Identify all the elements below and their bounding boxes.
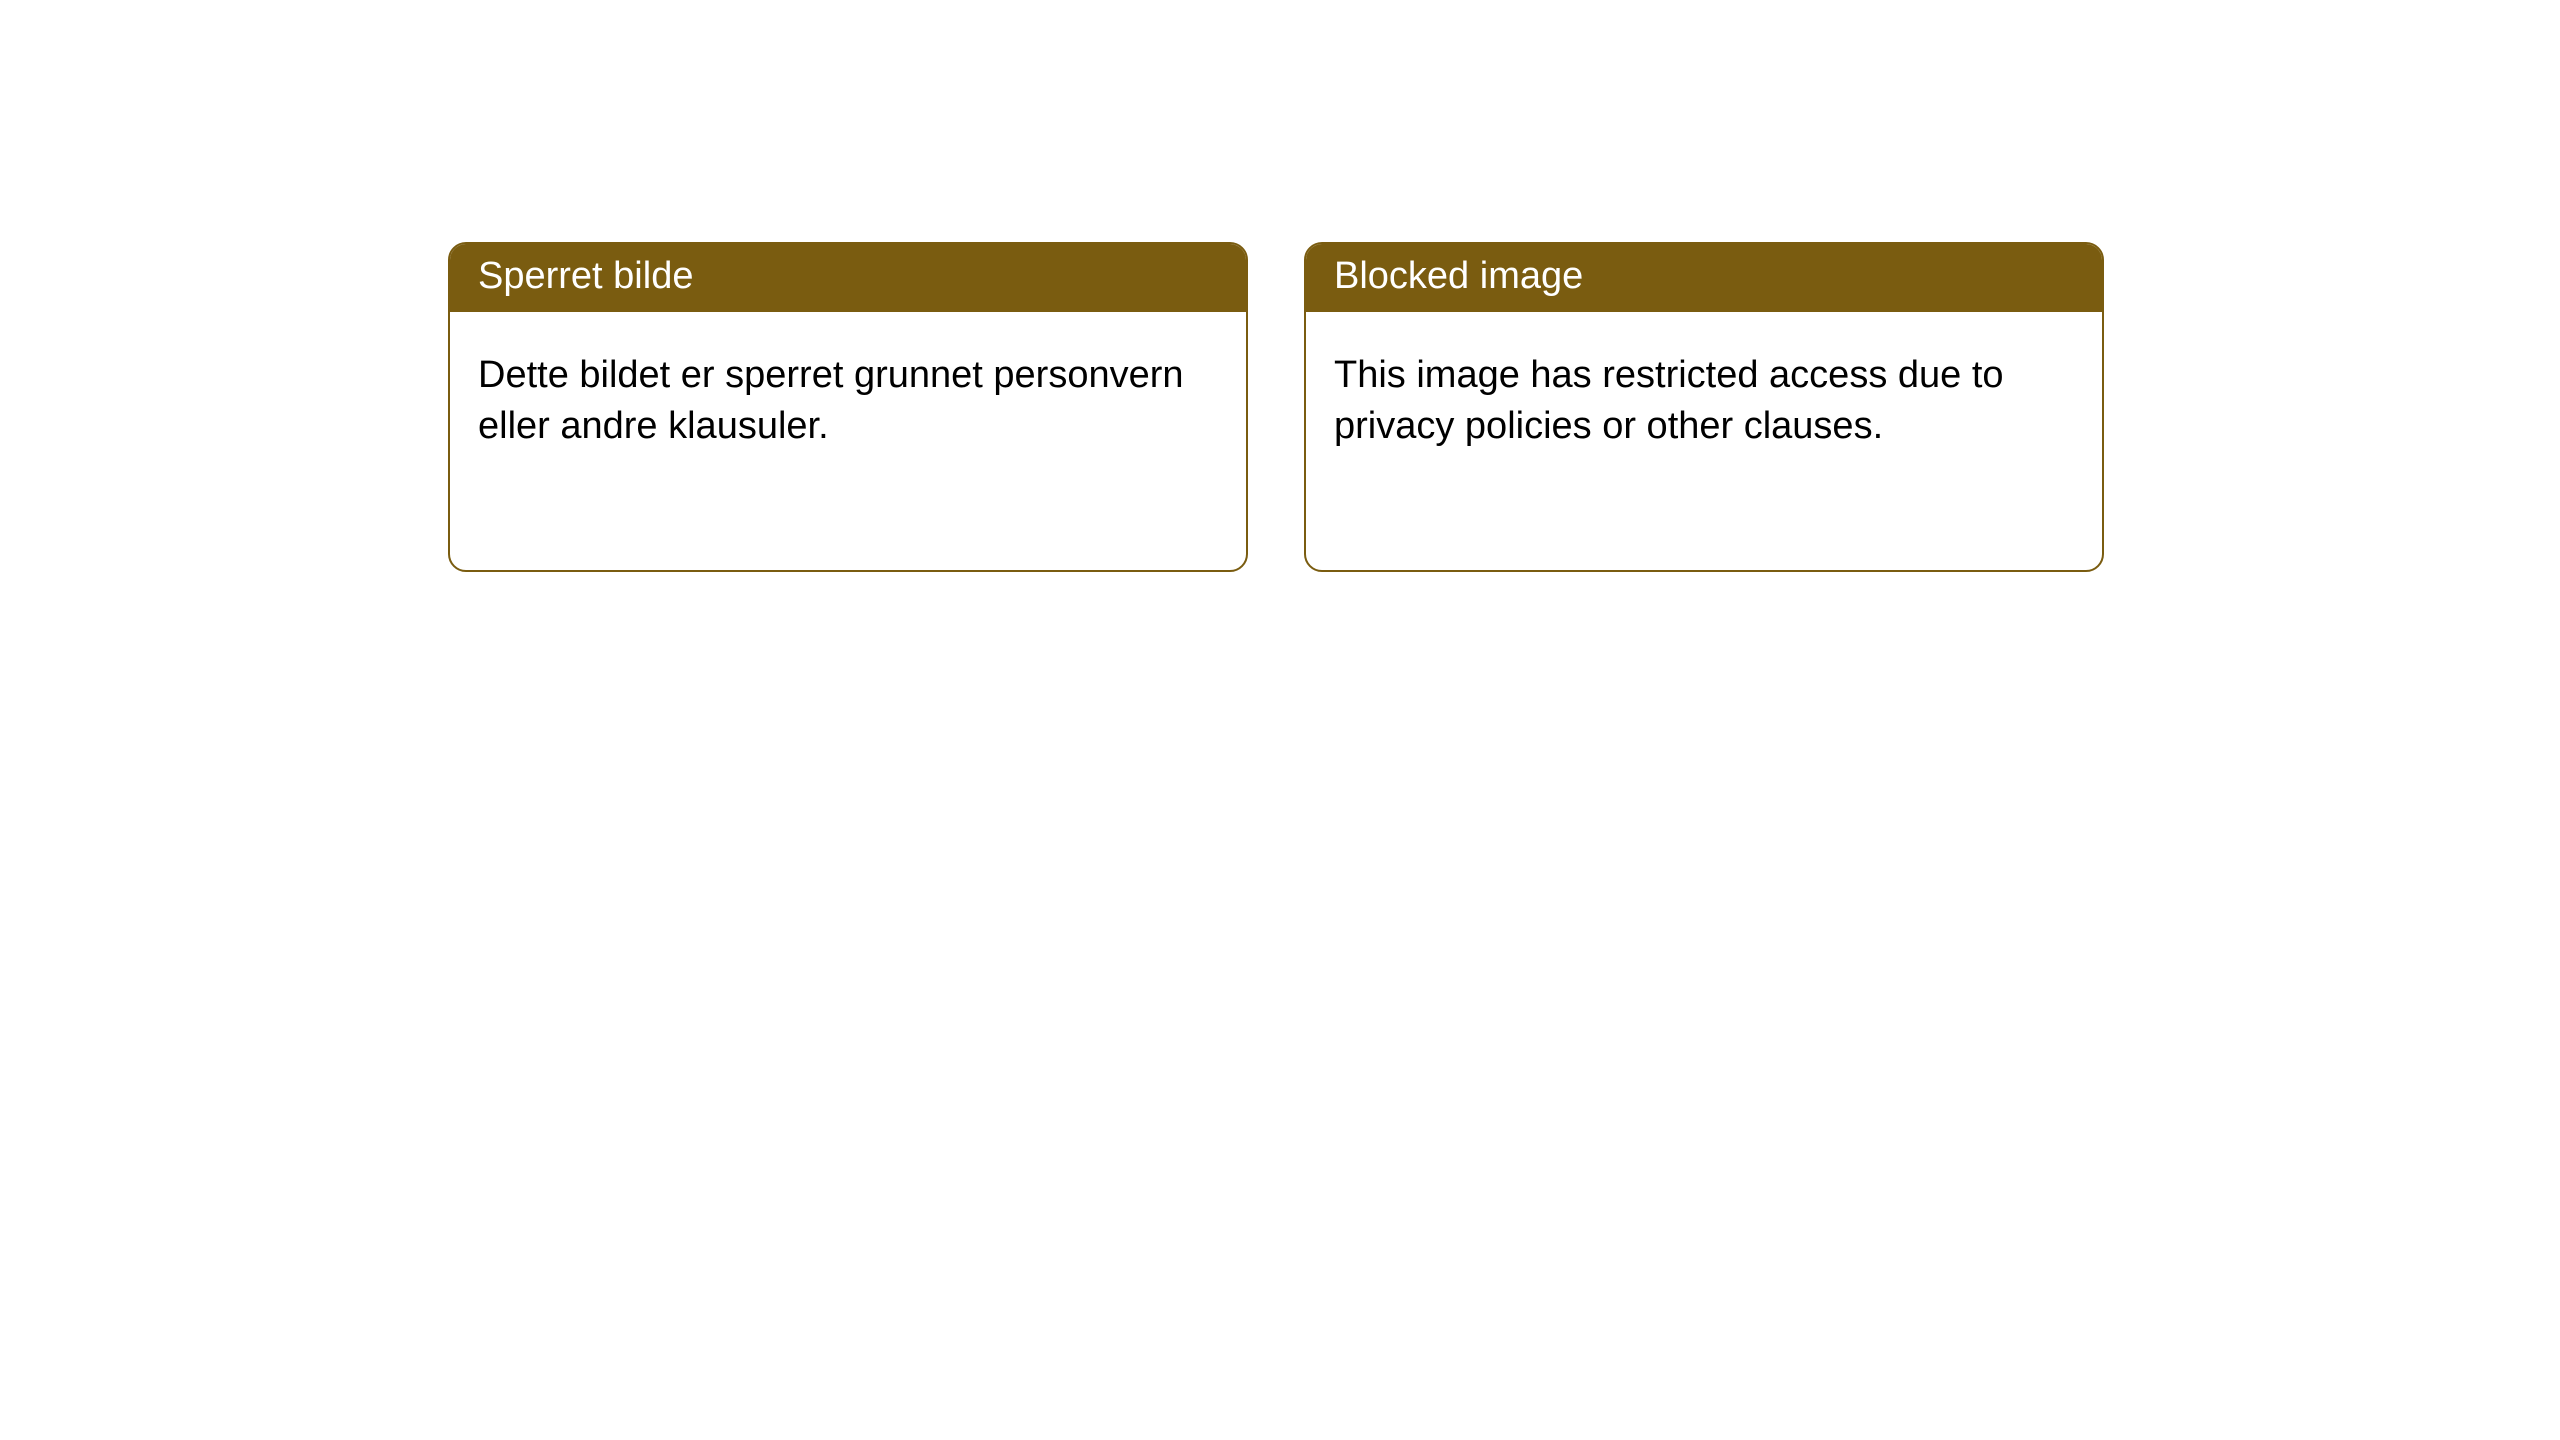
notice-title-no: Sperret bilde <box>450 244 1246 312</box>
notice-container: Sperret bilde Dette bildet er sperret gr… <box>0 0 2560 572</box>
notice-box-no: Sperret bilde Dette bildet er sperret gr… <box>448 242 1248 572</box>
notice-body-en: This image has restricted access due to … <box>1306 312 2102 491</box>
notice-body-no: Dette bildet er sperret grunnet personve… <box>450 312 1246 491</box>
notice-box-en: Blocked image This image has restricted … <box>1304 242 2104 572</box>
notice-title-en: Blocked image <box>1306 244 2102 312</box>
